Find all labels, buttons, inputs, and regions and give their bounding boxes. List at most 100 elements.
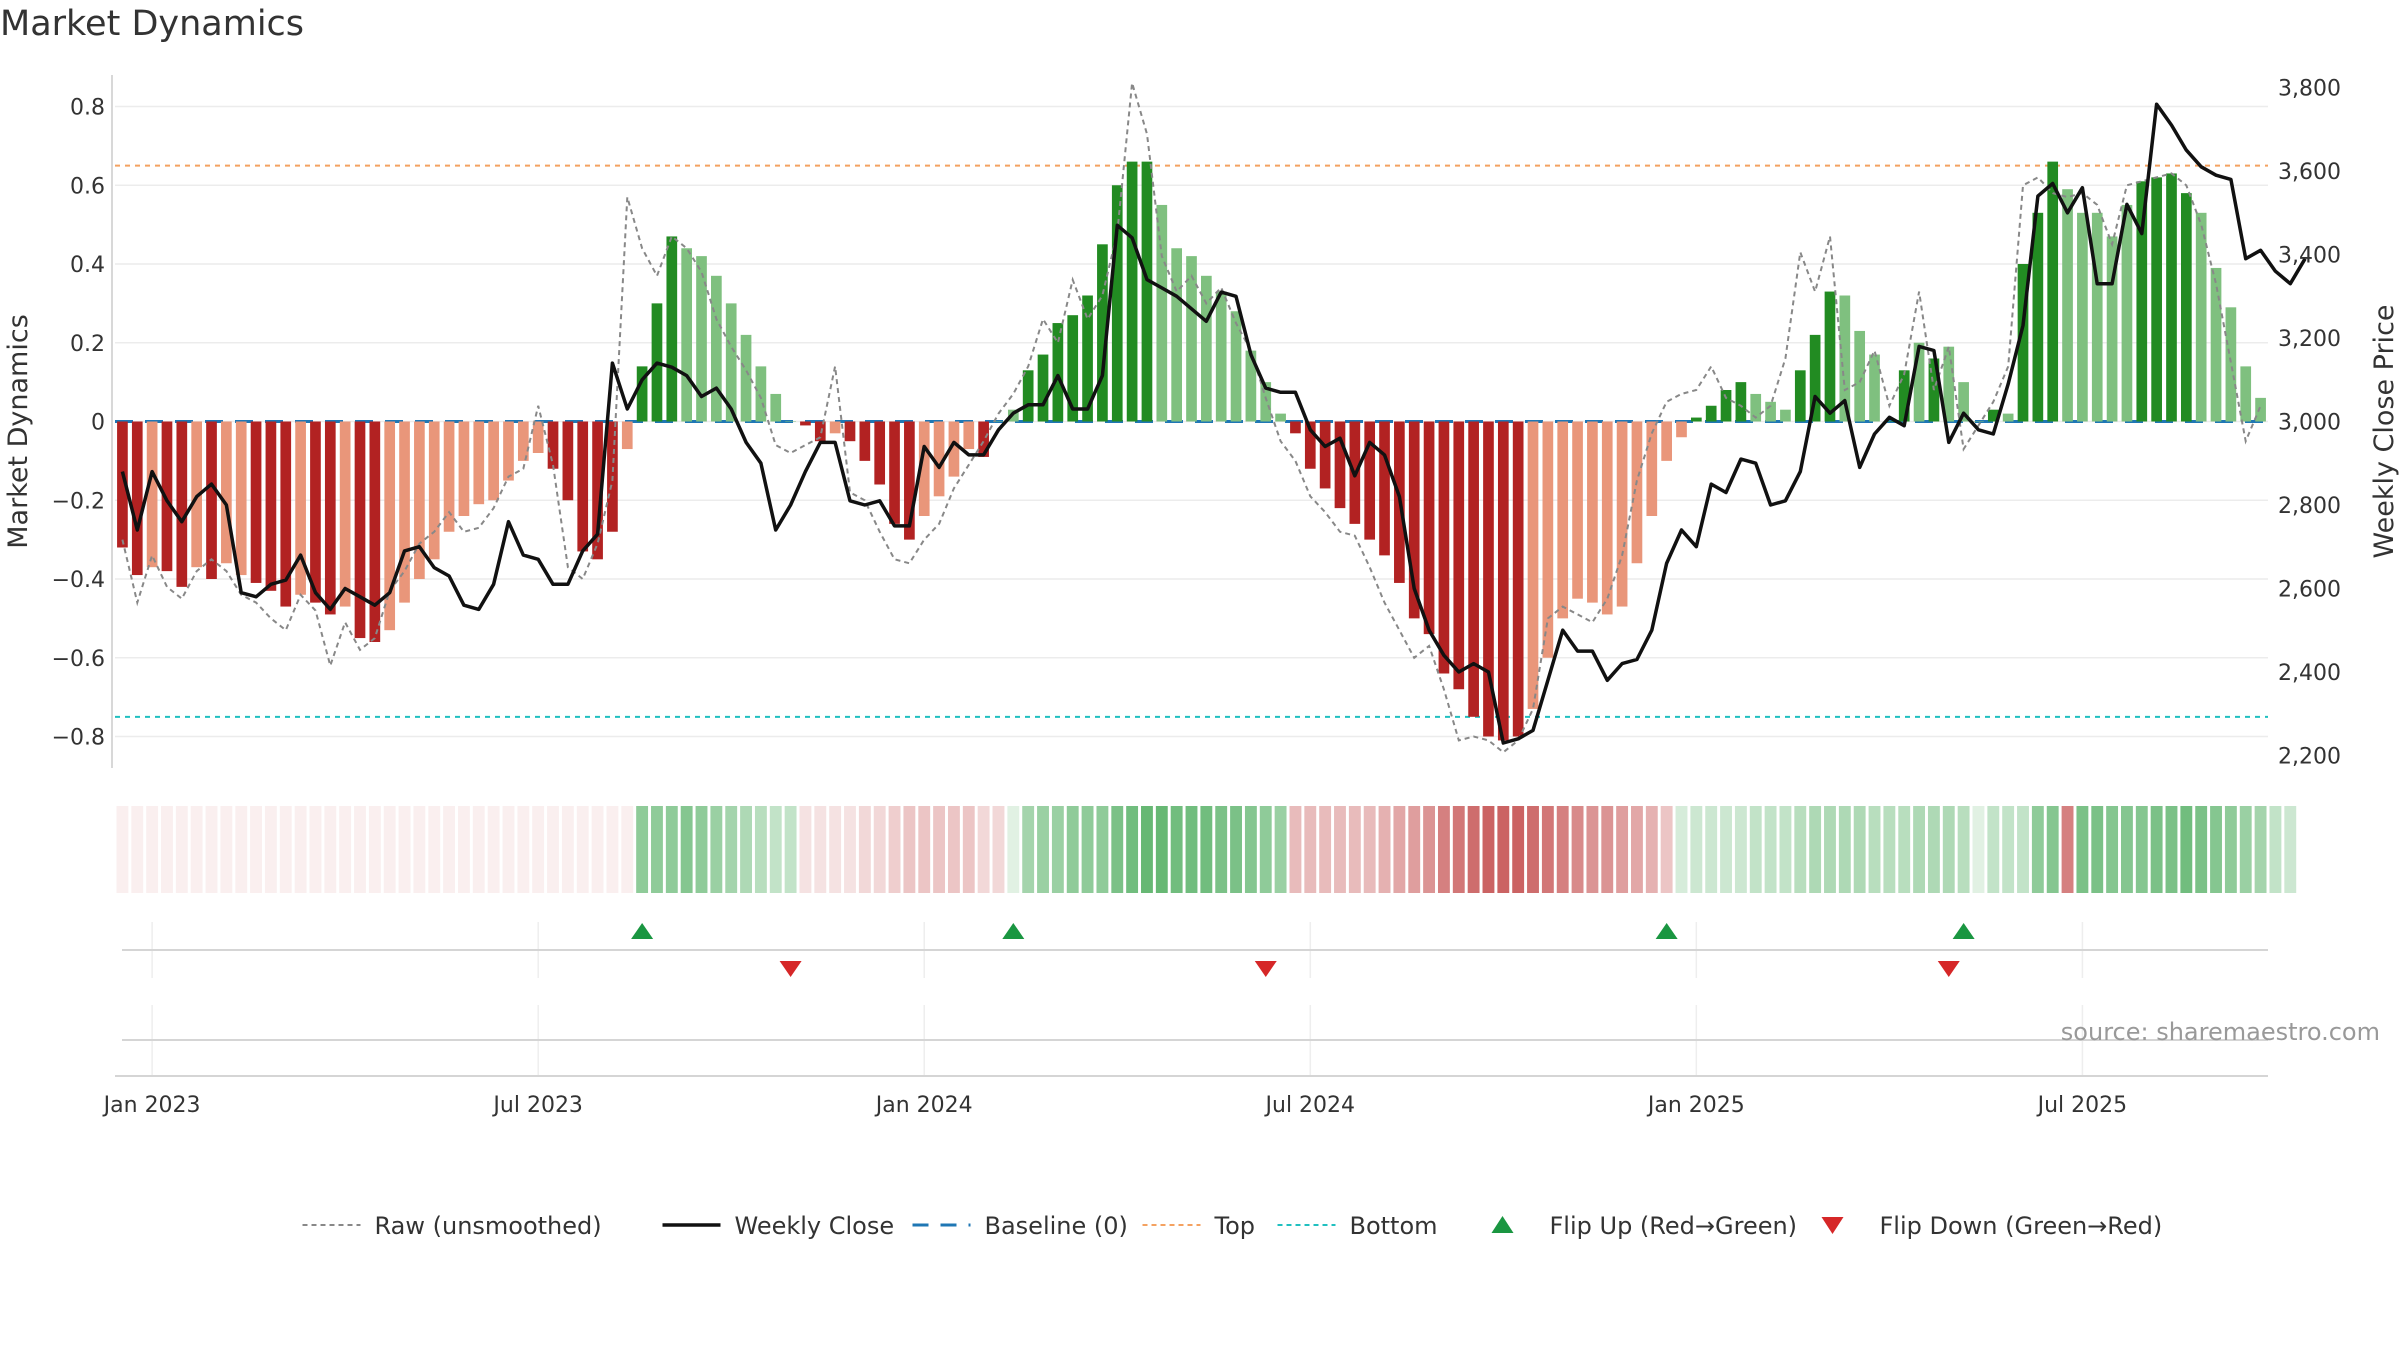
heat-cell	[1601, 806, 1614, 893]
momentum-bar	[1082, 295, 1093, 422]
heat-cell	[161, 806, 173, 893]
heat-cell	[1007, 806, 1020, 893]
momentum-bar	[2240, 366, 2252, 422]
heat-cell	[740, 806, 752, 893]
heat-cell	[2224, 806, 2237, 893]
heat-cell	[1408, 806, 1421, 893]
raw-series	[121, 82, 2262, 754]
heat-cell	[2135, 806, 2148, 893]
heat-cell	[2017, 806, 2029, 893]
momentum-bar	[770, 393, 782, 422]
heat-cell	[1363, 806, 1376, 893]
heat-cell	[1155, 806, 1168, 893]
heat-strip	[116, 806, 2297, 893]
momentum-bar	[1052, 323, 1064, 422]
heat-cell	[1883, 806, 1896, 893]
momentum-bar	[1572, 421, 1583, 599]
momentum-bar	[1126, 161, 1138, 422]
heat-cell	[220, 806, 233, 893]
heat-cell	[844, 806, 856, 893]
heat-cell	[606, 806, 619, 893]
momentum-bar	[844, 421, 856, 442]
heat-cell	[1987, 806, 2000, 893]
right-tick-label: 3,400	[2278, 244, 2341, 269]
momentum-bar	[324, 421, 336, 615]
momentum-bar	[1587, 421, 1598, 603]
left-tick-label: 0.2	[70, 332, 105, 357]
heat-cell	[829, 806, 842, 893]
heat-cell	[1675, 806, 1688, 893]
momentum-bar	[235, 421, 247, 576]
momentum-bar	[473, 421, 485, 505]
momentum-bar	[1958, 382, 1969, 422]
heat-cell	[1734, 806, 1747, 893]
momentum-bar	[2166, 173, 2177, 422]
momentum-bar	[250, 421, 262, 583]
right-tick-label: 2,800	[2278, 494, 2341, 519]
heat-cell	[2121, 806, 2133, 893]
momentum-bar	[963, 421, 975, 450]
heat-cell	[665, 806, 678, 893]
heat-cell	[873, 806, 886, 893]
momentum-bar	[785, 421, 796, 422]
heat-cell	[1764, 806, 1777, 893]
heat-cell	[309, 806, 322, 893]
momentum-bar	[2225, 307, 2237, 422]
momentum-bar	[1750, 393, 1762, 422]
momentum-bar	[859, 421, 871, 461]
left-tick-label: 0.8	[70, 96, 105, 121]
heat-cell	[190, 806, 203, 893]
heat-cell	[279, 806, 292, 893]
heat-cell	[2002, 806, 2015, 893]
heat-cell	[977, 806, 990, 893]
heat-cell	[457, 806, 470, 893]
heat-cell	[264, 806, 277, 893]
heat-cell	[1051, 806, 1064, 893]
legend-label: Weekly Close	[735, 1212, 895, 1240]
raw-line	[121, 82, 2262, 754]
momentum-bar	[295, 421, 306, 595]
weekly-close-line	[120, 102, 2307, 745]
heat-cell	[1705, 806, 1718, 893]
heat-cell	[814, 806, 827, 893]
heat-cell	[517, 806, 530, 893]
momentum-bar	[2106, 236, 2118, 422]
momentum-bar	[206, 421, 217, 579]
x-axis: Jan 2023 Jul 2023 Jan 2024 Jul 2024 Jan 2025…	[102, 1075, 2268, 1118]
momentum-bar	[1230, 311, 1242, 422]
momentum-bar	[1913, 342, 1925, 422]
heat-cell	[1660, 806, 1673, 893]
heat-cell	[472, 806, 485, 893]
heat-cell	[725, 806, 738, 893]
heat-cell	[680, 806, 693, 893]
momentum-bar	[1497, 421, 1509, 741]
momentum-bar	[1186, 256, 1197, 422]
momentum-bar	[428, 421, 440, 560]
heat-cell	[1289, 806, 1302, 893]
heat-cell	[1898, 806, 1911, 893]
momentum-bar	[711, 275, 722, 422]
heat-cell	[754, 806, 767, 893]
heat-cell	[769, 806, 782, 893]
left-tick-label: 0	[91, 411, 105, 436]
momentum-bar	[1987, 409, 1999, 422]
heat-cell	[947, 806, 960, 893]
legend-item-flip_up: Flip Up (Red→Green)	[1491, 1212, 1797, 1240]
heat-cell	[2046, 806, 2059, 893]
momentum-bar	[1705, 405, 1717, 422]
heat-cell	[383, 806, 396, 893]
heat-cell	[1586, 806, 1599, 893]
heat-cell	[1334, 806, 1346, 893]
heat-cell	[651, 806, 663, 893]
momentum-bar	[918, 421, 930, 516]
momentum-bar	[814, 421, 826, 442]
heat-cell	[1274, 806, 1287, 893]
heat-cell	[2180, 806, 2193, 893]
heat-cell	[428, 806, 441, 893]
left-axis-label: Market Dynamics	[3, 314, 34, 549]
heat-cell	[487, 806, 500, 893]
momentum-bar	[2210, 267, 2222, 422]
momentum-bar	[488, 421, 499, 501]
momentum-bar	[874, 421, 886, 485]
